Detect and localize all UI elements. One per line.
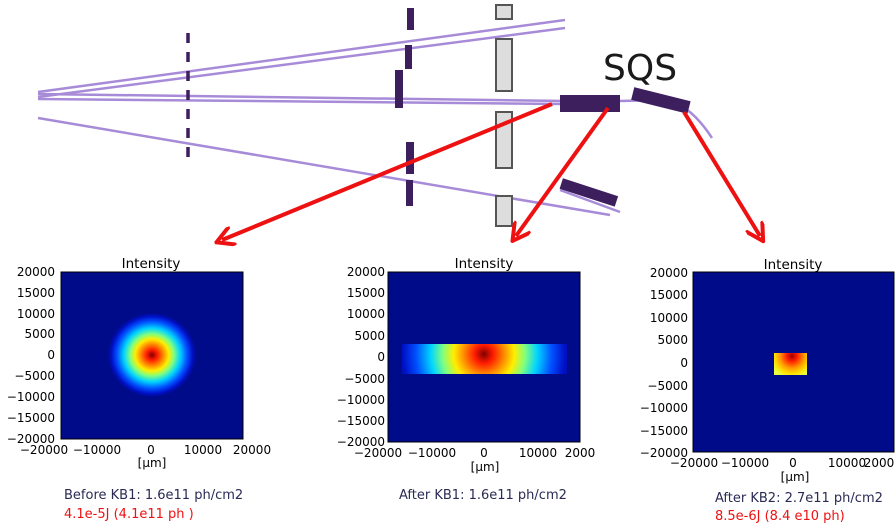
panel-1-caption-main: Before KB1: 1.6e11 ph/cm2 bbox=[64, 488, 244, 503]
aperture-2 bbox=[395, 8, 414, 206]
y-tick-labels: 20000 15000 10000 5000 0 −5000 −10000 −1… bbox=[337, 265, 385, 449]
arrow-to-panel-2 bbox=[516, 106, 610, 236]
y-tick-label: −10000 bbox=[640, 401, 688, 415]
y-tick-labels: 20000 15000 10000 5000 0 −5000 −10000 −1… bbox=[7, 265, 55, 446]
y-tick-label: 0 bbox=[680, 356, 688, 370]
x-tick-label: −10000 bbox=[408, 446, 456, 460]
panel-title: Intensity bbox=[764, 257, 823, 273]
y-tick-label: 0 bbox=[47, 348, 55, 362]
slit-assembly bbox=[495, 4, 513, 227]
beam-ray-upper-inner bbox=[37, 26, 566, 99]
x-tick-label: 0 bbox=[480, 446, 488, 460]
y-tick-label: −15000 bbox=[337, 414, 385, 428]
x-tick-label: 0 bbox=[147, 443, 155, 457]
x-tick-label: −20000 bbox=[670, 456, 718, 470]
x-tick-label: −20000 bbox=[354, 446, 402, 460]
x-tick-label: 0 bbox=[789, 456, 797, 470]
beam-ray-upper bbox=[37, 18, 566, 94]
y-tick-label: 5000 bbox=[657, 333, 688, 347]
y-tick-label: −10000 bbox=[7, 390, 55, 404]
intensity-panel-3: Intensity 20000 15000 10000 5000 0 −5000… bbox=[640, 257, 895, 484]
y-tick-label: −5000 bbox=[14, 369, 55, 383]
y-tick-label: 15000 bbox=[650, 288, 688, 302]
y-tick-label: −5000 bbox=[647, 379, 688, 393]
y-tick-label: 20000 bbox=[347, 265, 385, 279]
y-tick-label: −15000 bbox=[640, 424, 688, 438]
x-tick-labels: −20000 −10000 0 10000 2000 bbox=[670, 456, 894, 470]
y-tick-label: 10000 bbox=[650, 311, 688, 325]
beamline-schematic: SQS bbox=[37, 4, 760, 240]
x-tick-label: 10000 bbox=[184, 443, 222, 457]
panel-3-caption-energy: 8.5e-6J (8.4 e10 ph) bbox=[715, 509, 845, 524]
panel-3-caption-main: After KB2: 2.7e11 ph/cm2 bbox=[715, 491, 883, 506]
x-tick-labels: −20000 −10000 0 10000 2000 bbox=[354, 446, 595, 460]
x-tick-label: 10000 bbox=[519, 446, 557, 460]
x-tick-label: −10000 bbox=[73, 443, 121, 457]
y-tick-labels: 20000 15000 10000 5000 0 −5000 −10000 −1… bbox=[640, 266, 688, 460]
x-tick-label: 2000 bbox=[565, 446, 596, 460]
red-arrows bbox=[222, 102, 760, 240]
kb2-mirror bbox=[631, 87, 691, 114]
arrow-to-panel-3 bbox=[682, 110, 760, 236]
x-tick-label: 2000 bbox=[864, 456, 895, 470]
x-tick-label: −20000 bbox=[20, 443, 68, 457]
panel-title: Intensity bbox=[455, 256, 514, 272]
x-axis-unit: [μm] bbox=[138, 456, 167, 470]
intensity-panel-2: Intensity 20000 15000 10000 5000 0 −5000… bbox=[337, 256, 596, 474]
beam-ray-center bbox=[37, 92, 566, 103]
y-tick-label: −15000 bbox=[7, 411, 55, 425]
y-tick-label: −20000 bbox=[7, 432, 55, 446]
x-tick-label: −10000 bbox=[721, 456, 769, 470]
panel-2-caption-main: After KB1: 1.6e11 ph/cm2 bbox=[399, 488, 567, 503]
lower-mirror bbox=[559, 178, 619, 207]
y-tick-label: 20000 bbox=[650, 266, 688, 280]
y-tick-label: 5000 bbox=[24, 327, 55, 341]
kb1-mirror bbox=[560, 95, 620, 112]
arrow-to-panel-1 bbox=[222, 102, 553, 240]
x-axis-unit: [μm] bbox=[471, 460, 500, 474]
beam-ray-lower bbox=[37, 116, 611, 217]
beam-rays bbox=[37, 18, 714, 217]
beam-spot bbox=[108, 313, 196, 397]
panel-1-caption-energy: 4.1e-5J (4.1e11 ph ) bbox=[64, 507, 194, 522]
sqs-label: SQS bbox=[603, 48, 677, 89]
x-axis-unit: [μm] bbox=[781, 470, 810, 484]
y-tick-label: 10000 bbox=[347, 307, 385, 321]
beam-strip bbox=[402, 344, 567, 374]
y-tick-label: −20000 bbox=[337, 435, 385, 449]
intensity-panel-1: Intensity 20000 15000 10000 5000 0 −5000… bbox=[7, 256, 271, 470]
y-tick-label: 10000 bbox=[17, 307, 55, 321]
panel-title: Intensity bbox=[122, 256, 181, 272]
y-tick-label: 0 bbox=[377, 350, 385, 364]
x-tick-labels: −20000 −10000 0 10000 20000 bbox=[20, 443, 271, 457]
y-tick-label: 20000 bbox=[17, 265, 55, 279]
beam-focus bbox=[774, 353, 807, 375]
y-tick-label: −10000 bbox=[337, 393, 385, 407]
x-tick-label: 10000 bbox=[828, 456, 866, 470]
y-tick-label: 15000 bbox=[347, 286, 385, 300]
y-tick-label: −20000 bbox=[640, 446, 688, 460]
y-tick-label: −5000 bbox=[344, 372, 385, 386]
y-tick-label: 5000 bbox=[354, 329, 385, 343]
beam-ray-center-2 bbox=[37, 97, 566, 106]
y-tick-label: 15000 bbox=[17, 286, 55, 300]
x-tick-label: 20000 bbox=[233, 443, 271, 457]
beam-ray-lower-tail bbox=[559, 188, 621, 214]
